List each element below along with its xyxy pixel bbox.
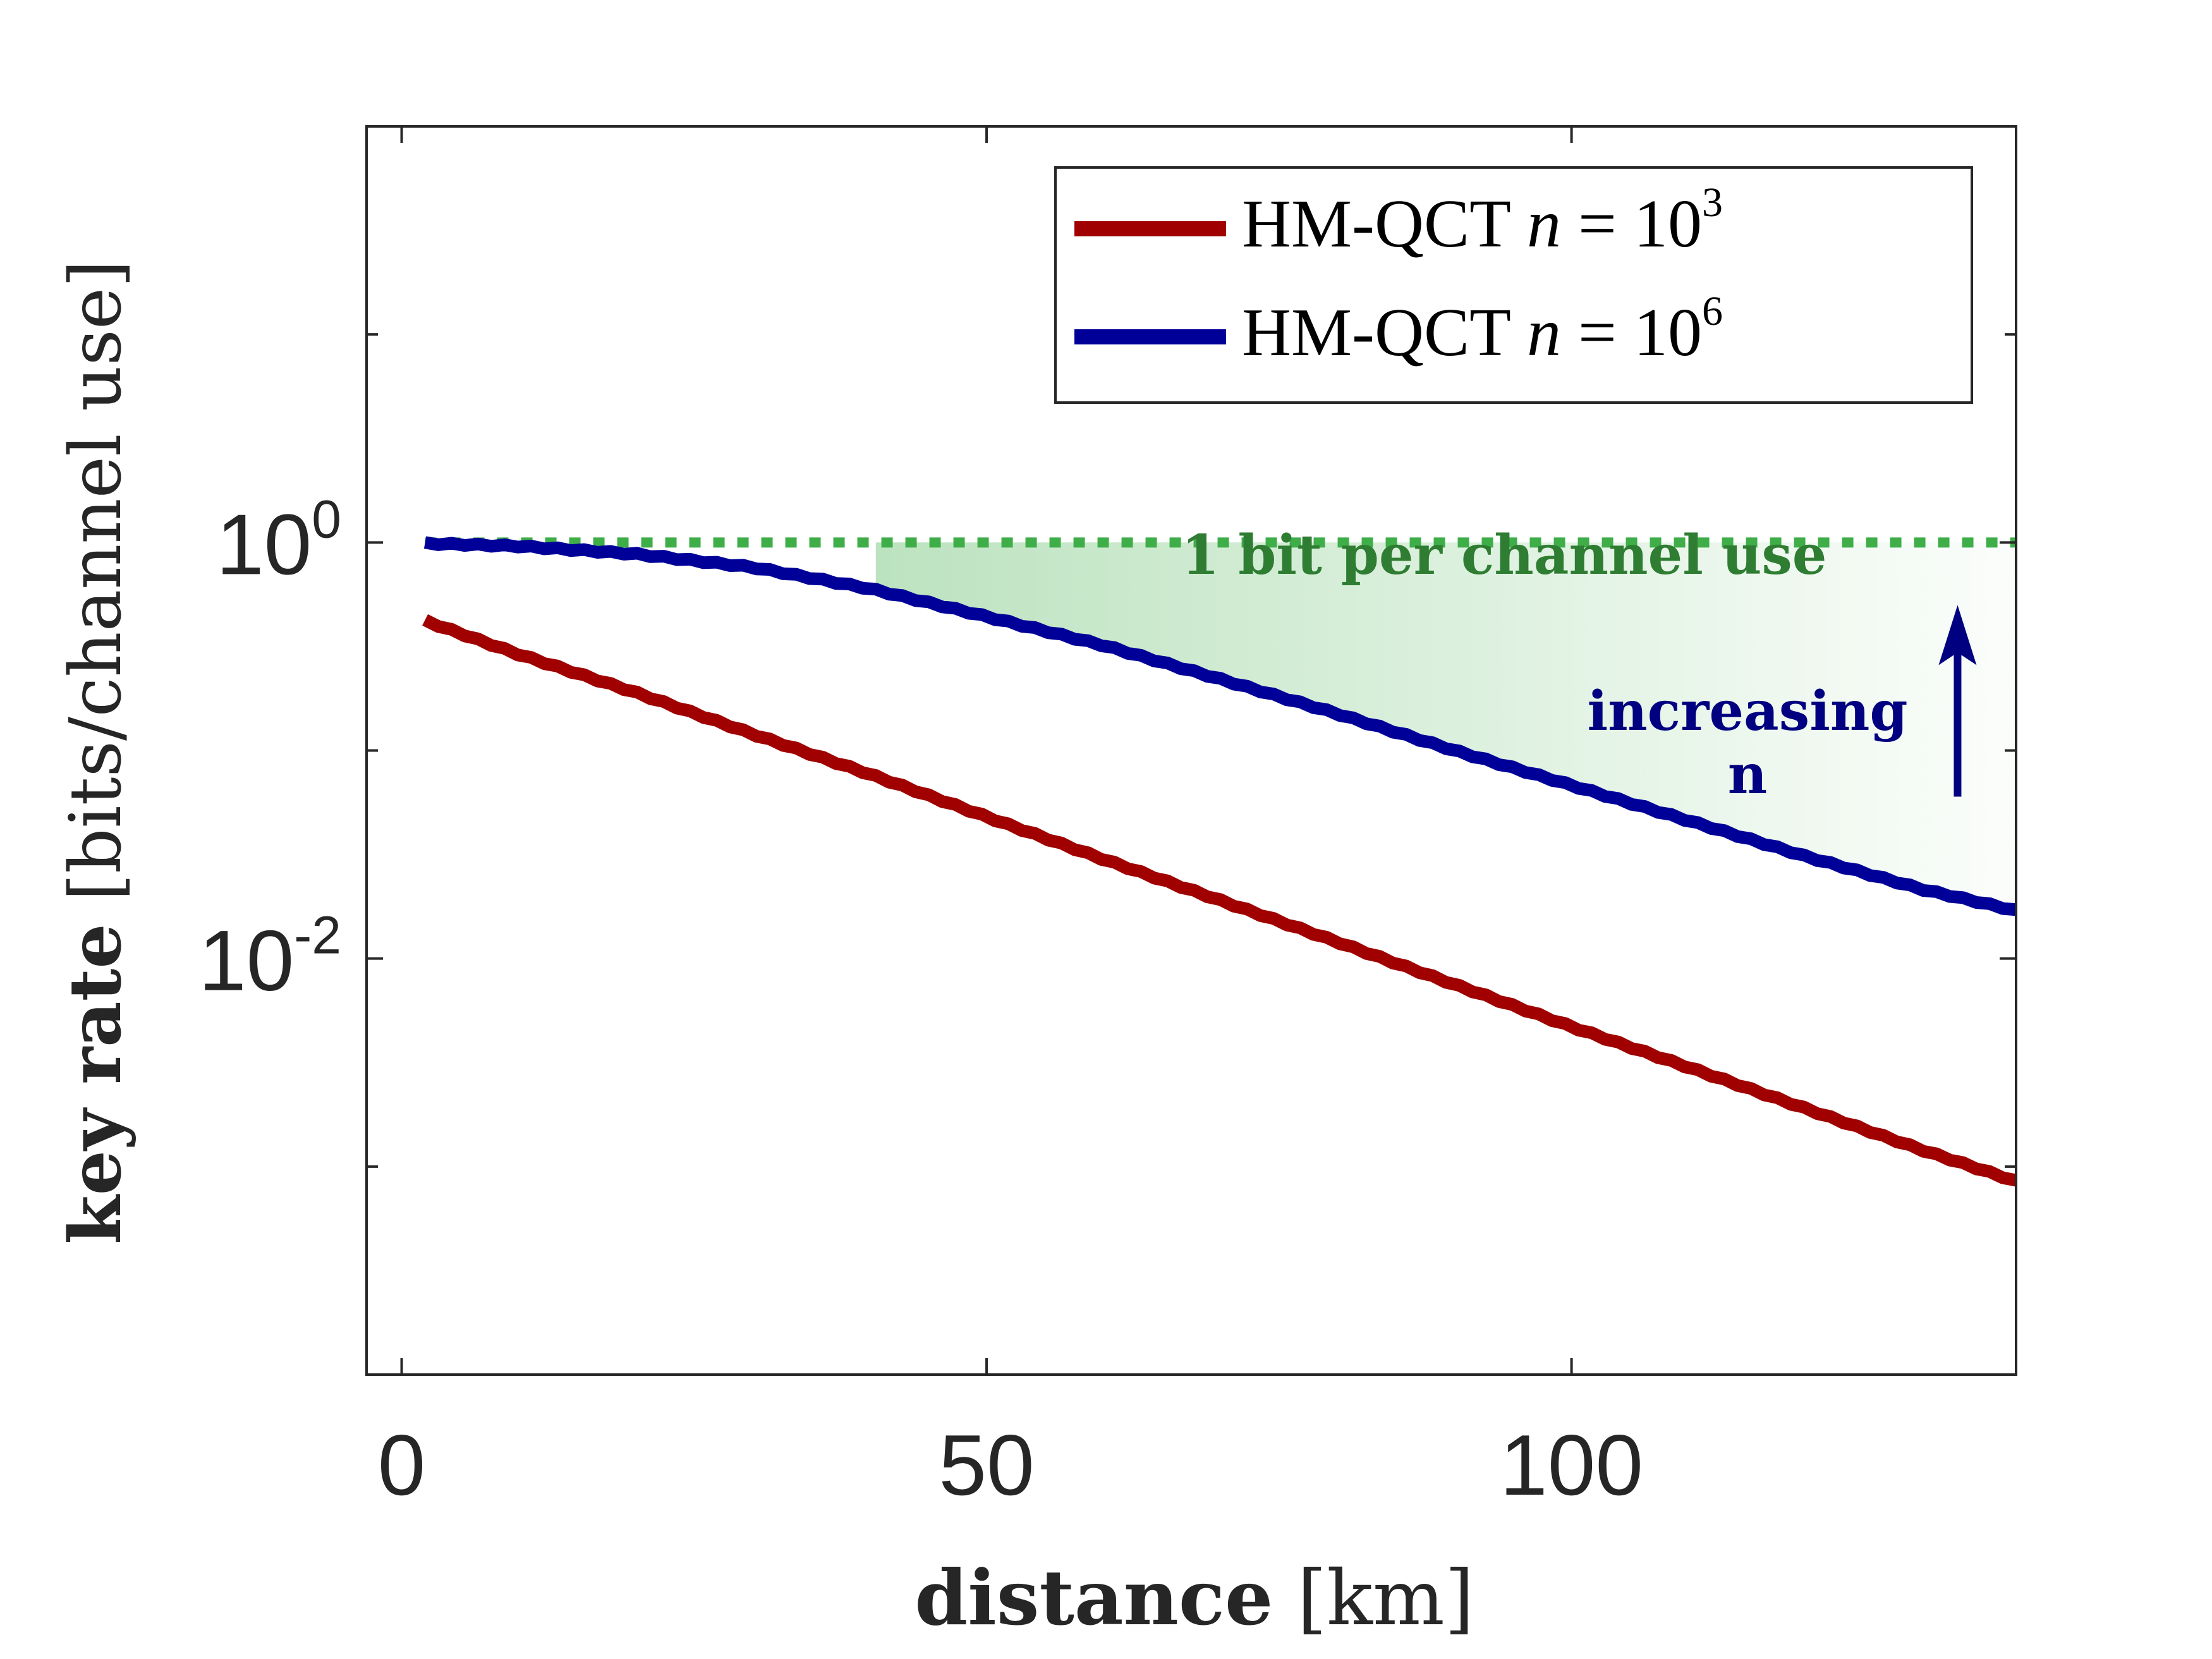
y-axis-label: key rate [bits/channel use] bbox=[54, 260, 137, 1244]
x-tick-label-100: 100 bbox=[1500, 1417, 1643, 1513]
legend-label-n1e3: HM-QCT n = 103 bbox=[1242, 179, 1723, 262]
reference-line-label: 1 bit per channel use bbox=[1182, 523, 1827, 587]
x-tick-label-50: 50 bbox=[939, 1417, 1034, 1513]
series-line-n1e3 bbox=[422, 614, 2016, 1187]
annotation-line-2: n bbox=[1728, 743, 1768, 806]
y-tick-label-1e0: 100 bbox=[216, 489, 341, 592]
series-line-n1e6 bbox=[423, 536, 2016, 916]
x-axis-label: distance [km] bbox=[915, 1553, 1474, 1643]
annotation-line-1: increasing bbox=[1587, 679, 1907, 743]
x-tick-label-0: 0 bbox=[378, 1417, 426, 1513]
legend-box bbox=[1054, 166, 1973, 404]
legend-label-n1e6: HM-QCT n = 106 bbox=[1242, 288, 1723, 370]
shaded-gap-region bbox=[875, 542, 2016, 910]
legend: HM-QCT n = 103 HM-QCT n = 106 bbox=[1054, 166, 1973, 404]
y-tick-label-1e-2: 10-2 bbox=[198, 906, 341, 1009]
increasing-n-arrow-head bbox=[1938, 605, 1977, 665]
